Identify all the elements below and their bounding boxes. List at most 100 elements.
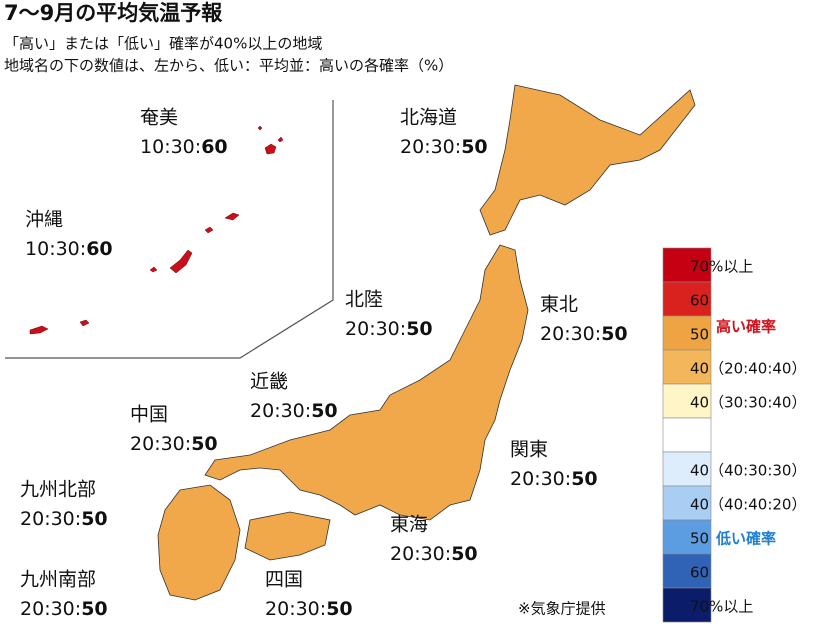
legend-swatch xyxy=(662,247,712,283)
region-name: 四国 xyxy=(265,569,303,591)
region-name: 沖縄 xyxy=(25,209,63,231)
separator: : xyxy=(195,136,201,158)
region-probabilities: 20:30:50 xyxy=(390,543,478,565)
prob-high: 50 xyxy=(451,543,477,565)
prob-normal: 30 xyxy=(161,433,185,455)
prob-normal: 30 xyxy=(571,323,595,345)
subtitle: 「高い」または「低い」確率が40%以上の地域 xyxy=(4,35,322,53)
prob-low: 20 xyxy=(130,433,154,455)
legend-low-label: 低い確率 xyxy=(715,530,776,548)
separator: : xyxy=(305,400,311,422)
region-name: 九州北部 xyxy=(20,479,96,501)
legend-swatch xyxy=(662,485,712,521)
legend-high-label: 高い確率 xyxy=(716,318,776,336)
separator: : xyxy=(564,323,570,345)
legend-swatch xyxy=(662,553,712,589)
region-name: 九州南部 xyxy=(20,569,96,591)
legend-label: 60 xyxy=(690,292,709,310)
region-probabilities: 10:30:60 xyxy=(140,136,228,158)
separator: : xyxy=(274,400,280,422)
prob-high: 50 xyxy=(81,508,107,530)
prob-normal: 30 xyxy=(51,598,75,620)
prob-low: 20 xyxy=(20,508,44,530)
prob-normal: 30 xyxy=(376,318,400,340)
legend-label: 50 xyxy=(690,326,709,344)
prob-normal: 30 xyxy=(421,543,445,565)
separator: : xyxy=(154,433,160,455)
separator: : xyxy=(75,508,81,530)
separator: : xyxy=(565,468,571,490)
prob-normal: 30 xyxy=(281,400,305,422)
separator: : xyxy=(75,598,81,620)
prob-normal: 30 xyxy=(431,136,455,158)
region-probabilities: 10:30:60 xyxy=(25,238,113,260)
region-probabilities: 20:30:50 xyxy=(345,318,433,340)
region-probabilities: 20:30:50 xyxy=(20,508,108,530)
region-name: 関東 xyxy=(510,439,548,461)
separator: : xyxy=(424,136,430,158)
prob-low: 10 xyxy=(25,238,49,260)
subtitle: 地域名の下の数値は、左から、低い：平均並：高いの各確率（%） xyxy=(4,57,453,75)
region-probabilities: 20:30:50 xyxy=(400,136,488,158)
prob-high: 60 xyxy=(86,238,112,260)
prob-normal: 30 xyxy=(56,238,80,260)
region-name: 奄美 xyxy=(140,107,178,129)
legend-label: 70%以上 xyxy=(690,258,753,276)
separator: : xyxy=(534,468,540,490)
region-probabilities: 20:30:50 xyxy=(540,323,628,345)
region-name: 北陸 xyxy=(345,289,383,311)
separator: : xyxy=(44,508,50,530)
legend-swatch xyxy=(662,417,712,453)
prob-high: 50 xyxy=(601,323,627,345)
islands xyxy=(29,125,284,335)
separator: : xyxy=(400,318,406,340)
legend-label: 40（40:30:30） xyxy=(690,462,806,480)
region-name: 中国 xyxy=(130,404,168,426)
prob-low: 10 xyxy=(140,136,164,158)
separator: : xyxy=(455,136,461,158)
legend-swatch xyxy=(662,451,712,487)
region-name: 北海道 xyxy=(400,107,457,129)
separator: : xyxy=(44,598,50,620)
prob-normal: 30 xyxy=(51,508,75,530)
separator: : xyxy=(289,598,295,620)
separator: : xyxy=(595,323,601,345)
legend-swatch xyxy=(662,519,712,555)
region-name: 東北 xyxy=(540,294,578,316)
region-probabilities: 20:30:50 xyxy=(20,598,108,620)
region-probabilities: 20:30:50 xyxy=(265,598,353,620)
prob-high: 50 xyxy=(311,400,337,422)
separator: : xyxy=(445,543,451,565)
prob-normal: 30 xyxy=(296,598,320,620)
separator: : xyxy=(164,136,170,158)
prob-high: 50 xyxy=(406,318,432,340)
prob-low: 20 xyxy=(400,136,424,158)
prob-high: 50 xyxy=(461,136,487,158)
region-probabilities: 20:30:50 xyxy=(130,433,218,455)
prob-low: 20 xyxy=(20,598,44,620)
legend-swatch xyxy=(662,383,712,419)
prob-low: 20 xyxy=(250,400,274,422)
prob-high: 50 xyxy=(326,598,352,620)
prob-high: 50 xyxy=(191,433,217,455)
region-name: 近畿 xyxy=(250,371,288,393)
separator: : xyxy=(369,318,375,340)
prob-high: 50 xyxy=(81,598,107,620)
title: 7～9月の平均気温予報 xyxy=(4,1,223,25)
inset-frame xyxy=(5,100,334,359)
source-note: ※気象庁提供 xyxy=(518,600,606,618)
legend-label: 40（20:40:40） xyxy=(690,360,806,378)
prob-low: 20 xyxy=(345,318,369,340)
legend-swatch xyxy=(662,281,712,317)
separator: : xyxy=(320,598,326,620)
separator: : xyxy=(49,238,55,260)
prob-low: 20 xyxy=(390,543,414,565)
prob-normal: 30 xyxy=(541,468,565,490)
prob-low: 20 xyxy=(540,323,564,345)
legend-swatch xyxy=(662,587,712,623)
region-name: 東海 xyxy=(390,514,428,536)
separator: : xyxy=(414,543,420,565)
separator: : xyxy=(185,433,191,455)
prob-low: 20 xyxy=(265,598,289,620)
